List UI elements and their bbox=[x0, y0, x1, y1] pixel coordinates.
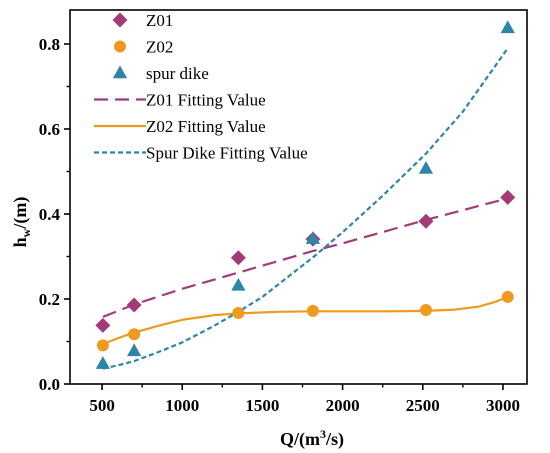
legend-marker bbox=[112, 12, 128, 28]
axis-ticks: 500 1000 1500 2000 2500 3000 0.0 0.2 0.4 0.6 0.8 bbox=[39, 35, 520, 415]
fit-line-z02-fitting-value bbox=[102, 295, 509, 346]
legend-item: Z02 bbox=[114, 38, 173, 57]
y-tick-label: 0.0 bbox=[39, 375, 60, 394]
plot-area bbox=[69, 9, 528, 385]
legend-item: spur dike bbox=[112, 64, 209, 83]
x-tick-label: 2500 bbox=[406, 396, 440, 415]
x-axis-title: Q/(m3/s) bbox=[280, 427, 344, 450]
legend-item: Z02 Fitting Value bbox=[94, 117, 266, 136]
point-spur-dike bbox=[500, 20, 515, 34]
legend-label: Z01 Fitting Value bbox=[146, 91, 266, 110]
point-z01 bbox=[418, 213, 434, 229]
chart-marks bbox=[95, 20, 516, 370]
point-z02 bbox=[419, 304, 432, 317]
point-z02 bbox=[232, 307, 245, 320]
point-spur-dike bbox=[418, 161, 434, 174]
point-spur-dike bbox=[305, 231, 321, 244]
legend-label: Z02 Fitting Value bbox=[146, 117, 266, 136]
x-tick-label: 1500 bbox=[245, 396, 279, 415]
plot-frame bbox=[69, 9, 528, 385]
legend-marker bbox=[114, 40, 126, 53]
y-tick-label: 0.4 bbox=[39, 205, 61, 224]
x-tick-label: 500 bbox=[89, 396, 115, 415]
legend-label: Z02 bbox=[146, 38, 173, 57]
point-z01 bbox=[95, 317, 111, 333]
point-z01 bbox=[500, 189, 516, 205]
legend-label: Z01 bbox=[146, 11, 173, 30]
y-tick-label: 0.8 bbox=[39, 35, 60, 54]
legend: Z01 Z02 spur dike Z01 Fitting Value Z02 Fitt… bbox=[94, 11, 308, 163]
x-tick-label: 3000 bbox=[486, 396, 520, 415]
legend-label: spur dike bbox=[146, 64, 209, 83]
legend-item: Z01 bbox=[112, 11, 173, 30]
point-spur-dike bbox=[127, 343, 142, 357]
point-spur-dike bbox=[231, 277, 246, 291]
legend-label: Spur Dike Fitting Value bbox=[146, 144, 308, 163]
point-z02 bbox=[306, 304, 319, 317]
point-z02 bbox=[96, 339, 109, 352]
y-tick-label: 0.6 bbox=[39, 120, 60, 139]
legend-item: Spur Dike Fitting Value bbox=[94, 144, 308, 163]
y-axis-title: hw/(m) bbox=[10, 197, 33, 248]
fit-line-z01-fitting-value bbox=[102, 197, 509, 318]
point-spur-dike bbox=[95, 356, 110, 369]
point-z02 bbox=[128, 328, 141, 341]
point-z02 bbox=[501, 290, 514, 303]
fit-line-spur-dike-fitting-value bbox=[102, 47, 509, 370]
point-z01 bbox=[126, 297, 142, 313]
y-tick-label: 0.2 bbox=[39, 290, 60, 309]
legend-item: Z01 Fitting Value bbox=[94, 91, 266, 110]
x-tick-label: 1000 bbox=[165, 396, 199, 415]
point-z01 bbox=[230, 250, 246, 266]
x-tick-label: 2000 bbox=[326, 396, 360, 415]
legend-marker bbox=[112, 65, 128, 79]
